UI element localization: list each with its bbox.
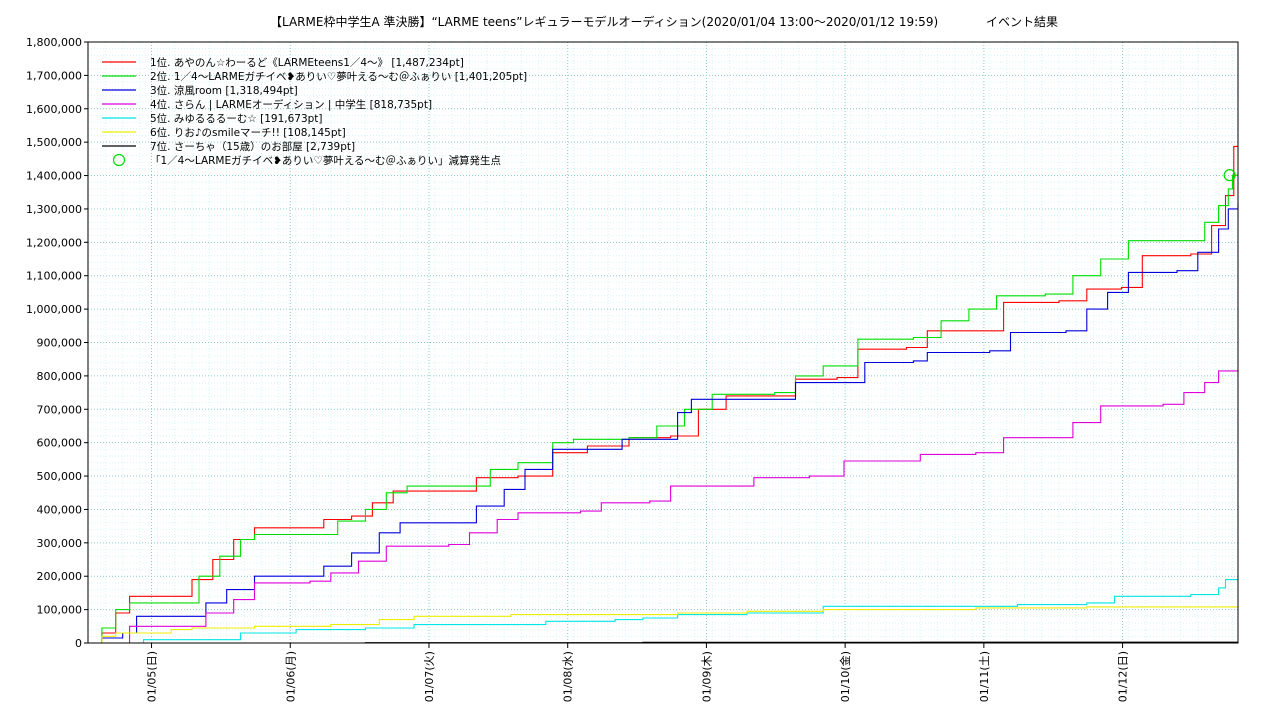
y-tick-label: 500,000 [37, 470, 83, 483]
y-tick-label: 1,100,000 [26, 270, 82, 283]
legend-entry-6: 6位. りお♪のsmileマーチ!! [108,145pt] [150, 126, 346, 139]
y-tick-label: 1,500,000 [26, 136, 82, 149]
y-tick-label: 100,000 [37, 604, 83, 617]
legend: 1位. あやのん☆わーるど《LARMEteens1／4〜》 [1,487,234… [102, 56, 527, 167]
series-line-5 [88, 579, 1239, 644]
x-tick-label: 01/12(日) [1117, 651, 1130, 702]
legend-entry-5: 5位. みゆるるるーむ☆ [191,673pt] [150, 112, 323, 125]
y-tick-label: 1,800,000 [26, 36, 82, 49]
y-tick-label: 0 [75, 637, 82, 650]
annotation-layer [1223, 169, 1236, 182]
annotation-marker [1223, 169, 1236, 182]
chart-title: 【LARME枠中学生A 準決勝】“LARME teens”レギュラーモデルオーデ… [270, 14, 938, 29]
y-tick-label: 1,200,000 [26, 236, 82, 249]
y-tick-label: 1,000,000 [26, 303, 82, 316]
y-tick-label: 1,400,000 [26, 170, 82, 183]
chart-subtitle: イベント結果 [986, 15, 1058, 29]
y-tick-label: 1,600,000 [26, 103, 82, 116]
y-tick-label: 300,000 [37, 537, 83, 550]
y-tick-label: 1,300,000 [26, 203, 82, 216]
y-tick-label: 400,000 [37, 503, 83, 516]
grid [88, 42, 1238, 643]
y-tick-label: 1,700,000 [26, 69, 82, 82]
x-tick-label: 01/07(火) [423, 651, 436, 702]
legend-entry-7: 7位. さーちゃ（15歳）のお部屋 [2,739pt] [150, 140, 355, 153]
x-tick-label: 01/06(月) [284, 651, 297, 702]
legend-entry-1: 1位. あやのん☆わーるど《LARMEteens1／4〜》 [1,487,234… [150, 56, 464, 69]
y-tick-label: 800,000 [37, 370, 83, 383]
y-tick-label: 200,000 [37, 570, 83, 583]
series-line-4 [88, 369, 1239, 644]
x-tick-label: 01/10(金) [838, 651, 852, 702]
x-tick-label: 01/05(日) [146, 651, 159, 702]
x-tick-label: 01/09(木) [700, 651, 713, 702]
legend-annotation-label: 「1／4〜LARMEガチイベ❥ありい♡夢叶える〜む＠ふぁりい」減算発生点 [150, 154, 501, 167]
series-lines [88, 145, 1239, 644]
legend-entry-3: 3位. 涼風room [1,318,494pt] [150, 84, 298, 97]
series-line-3 [88, 202, 1239, 644]
axes: 0 100,000 200,000 300,000 400,000 500,000 600,… [26, 36, 1130, 702]
y-tick-label: 700,000 [37, 403, 83, 416]
y-tick-label: 900,000 [37, 337, 83, 350]
legend-annotation-marker [112, 153, 126, 167]
legend-entry-2: 2位. 1／4〜LARMEガチイベ❥ありい♡夢叶える〜む＠ふぁりい [1,401… [150, 70, 527, 83]
x-tick-label: 01/11(土) [978, 651, 991, 702]
y-tick-label: 600,000 [37, 437, 83, 450]
x-tick-label: 01/08(水) [562, 651, 575, 702]
series-line-6 [88, 606, 1238, 644]
legend-entry-4: 4位. さらん | LARMEオーディション | 中学生 [818,735pt] [150, 98, 432, 111]
series-line-2 [88, 174, 1238, 644]
